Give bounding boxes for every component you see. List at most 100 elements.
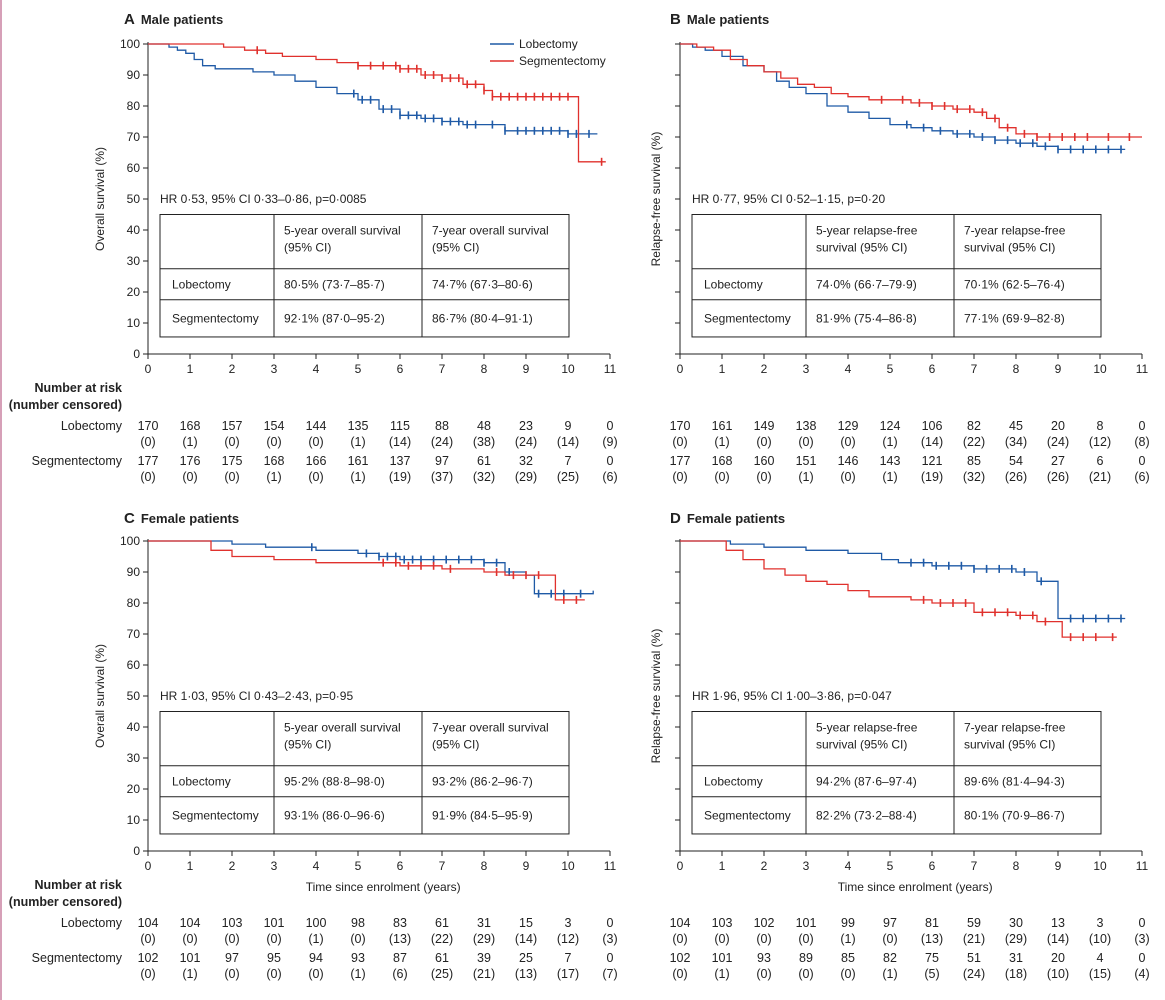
km-curve-lobectomy <box>148 540 594 595</box>
x-tick-label: 2 <box>761 362 768 376</box>
x-tick-label: 0 <box>145 859 152 873</box>
x-tick-label: 10 <box>1093 362 1107 376</box>
risk-count: 20 <box>1051 951 1065 965</box>
risk-count: 170 <box>138 419 159 433</box>
risk-subtitle: (number censored) <box>9 895 122 909</box>
risk-censored: (0) <box>882 932 897 946</box>
y-tick-label: 80 <box>127 596 141 610</box>
table-header-col1: 5-year relapse-free <box>816 224 918 238</box>
risk-censored: (0) <box>840 470 855 484</box>
risk-count: 115 <box>390 419 410 433</box>
x-tick-label: 0 <box>677 362 684 376</box>
risk-censored: (0) <box>350 932 365 946</box>
risk-censored: (1) <box>882 435 897 449</box>
legend-label-segmentectomy: Segmentectomy <box>519 54 606 68</box>
risk-count: 61 <box>477 454 491 468</box>
table-header-col1: 5-year relapse-free <box>816 721 918 735</box>
risk-censored: (6) <box>602 470 617 484</box>
table-header-col2: (95% CI) <box>432 738 479 752</box>
table-row-label: Segmentectomy <box>704 311 791 325</box>
risk-count: 85 <box>967 454 981 468</box>
x-tick-label: 3 <box>803 362 810 376</box>
x-tick-label: 1 <box>719 859 726 873</box>
table-cell-7yr: 89·6% (81·4–94·3) <box>964 774 1065 788</box>
x-tick-label: 7 <box>971 362 978 376</box>
risk-count: 101 <box>796 916 817 930</box>
table-cell-5yr: 94·2% (87·6–97·4) <box>816 774 917 788</box>
survival-table: 5-year overall survival (95% CI) 7-year ov… <box>159 214 570 338</box>
panel-letter: B <box>670 11 681 28</box>
risk-count: 81 <box>925 916 939 930</box>
risk-censored: (25) <box>557 470 579 484</box>
risk-count: 97 <box>883 916 897 930</box>
x-tick-label: 6 <box>929 362 936 376</box>
risk-censored: (32) <box>963 470 985 484</box>
risk-count: 4 <box>1097 951 1104 965</box>
table-cell-7yr: 77·1% (69·9–82·8) <box>964 311 1065 325</box>
risk-censored: (1) <box>840 932 855 946</box>
x-tick-label: 5 <box>887 362 894 376</box>
risk-count: 149 <box>754 419 775 433</box>
risk-censored: (0) <box>714 470 729 484</box>
panel-title-text: Female patients <box>687 511 785 526</box>
x-tick-label: 6 <box>397 362 404 376</box>
y-tick-label: 70 <box>127 627 141 641</box>
y-axis-label: Overall survival (%) <box>93 147 107 251</box>
risk-censored: (0) <box>840 435 855 449</box>
risk-count: 87 <box>393 951 407 965</box>
panel-title: C Female patients <box>124 510 239 527</box>
risk-count: 102 <box>138 951 159 965</box>
risk-count: 0 <box>1139 951 1146 965</box>
risk-title: Number at risk <box>34 878 122 892</box>
y-tick-label: 0 <box>133 844 140 858</box>
x-tick-label: 4 <box>313 859 320 873</box>
y-tick-label: 0 <box>133 347 140 361</box>
table-cell-5yr: 80·5% (73·7–85·7) <box>284 277 385 291</box>
page-left-border <box>0 0 2 1000</box>
x-tick-label: 2 <box>761 859 768 873</box>
risk-count: 101 <box>264 916 285 930</box>
risk-censored: (26) <box>1047 470 1069 484</box>
risk-count: 94 <box>309 951 323 965</box>
x-tick-label: 9 <box>1055 859 1062 873</box>
hazard-ratio-text: HR 0·53, 95% CI 0·33–0·86, p=0·0085 <box>160 192 367 206</box>
risk-censored: (0) <box>672 470 687 484</box>
risk-censored: (0) <box>308 435 323 449</box>
km-curve-segmentectomy <box>680 43 1142 138</box>
risk-count: 144 <box>306 419 327 433</box>
risk-count: 97 <box>435 454 449 468</box>
risk-censored: (1) <box>882 967 897 981</box>
y-axis-label: Relapse-free survival (%) <box>649 629 663 764</box>
risk-censored: (29) <box>1005 932 1027 946</box>
panel-title-text: Female patients <box>141 511 239 526</box>
table-header-col2: 7-year overall survival <box>432 224 549 238</box>
risk-censored: (0) <box>224 435 239 449</box>
risk-count: 177 <box>138 454 159 468</box>
risk-censored: (0) <box>798 435 813 449</box>
risk-censored: (0) <box>672 967 687 981</box>
risk-count: 3 <box>1097 916 1104 930</box>
x-tick-label: 5 <box>887 859 894 873</box>
risk-censored: (18) <box>1005 967 1027 981</box>
risk-censored: (6) <box>392 967 407 981</box>
risk-censored: (1) <box>182 967 197 981</box>
number-at-risk: 104 103 102 101 99 97 81 59 30 13 3 0(0) (0) (0) (0) (1… <box>670 916 1150 981</box>
risk-count: 160 <box>754 454 775 468</box>
survival-table: 5-year overall survival (95% CI) 7-year ov… <box>159 711 570 835</box>
table-header-col1: (95% CI) <box>284 241 331 255</box>
risk-count: 176 <box>180 454 201 468</box>
table-row-label: Lobectomy <box>704 774 763 788</box>
y-tick-label: 50 <box>127 192 141 206</box>
table-header-col1: (95% CI) <box>284 738 331 752</box>
y-tick-label: 20 <box>127 782 141 796</box>
panel-letter: D <box>670 510 681 527</box>
x-tick-label: 8 <box>1013 362 1020 376</box>
risk-count: 166 <box>306 454 327 468</box>
panel-letter: A <box>124 11 135 28</box>
risk-count: 61 <box>435 916 449 930</box>
x-tick-label: 11 <box>604 859 617 873</box>
x-tick-label: 9 <box>1055 362 1062 376</box>
x-tick-label: 7 <box>439 362 446 376</box>
